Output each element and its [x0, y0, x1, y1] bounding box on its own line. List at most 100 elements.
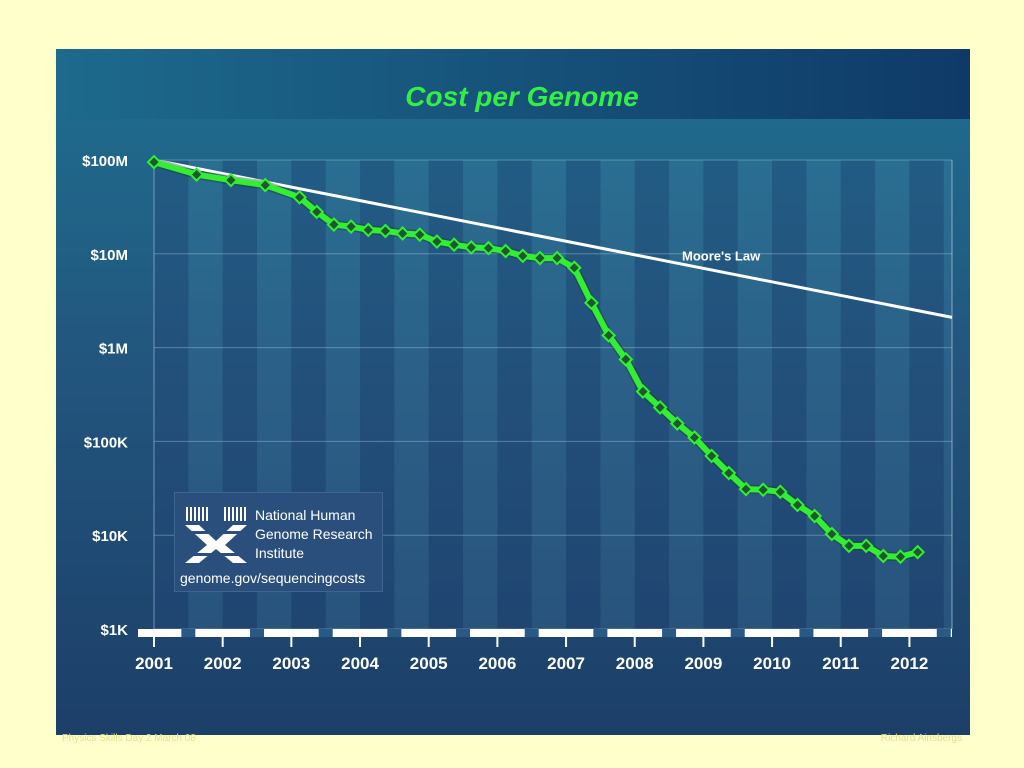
y-tick-label: $100K: [84, 434, 128, 451]
cost-data-point: [292, 189, 308, 205]
cost-data-point: [824, 526, 840, 542]
nhgri-org-line: Genome Research: [255, 526, 373, 542]
year-band-light: [875, 160, 910, 629]
x-axis-strip: [138, 629, 952, 637]
x-axis-gap: [318, 629, 333, 637]
cost-data-point: [910, 544, 926, 560]
cost-data-point: [738, 481, 754, 497]
cost-data-point: [309, 204, 325, 220]
x-axis-gap: [868, 629, 883, 637]
x-axis-gap: [250, 629, 265, 637]
x-axis-gap: [936, 629, 951, 637]
y-tick-label: $10M: [90, 247, 128, 264]
cost-data-point: [343, 219, 359, 235]
x-tick-label: 2003: [272, 654, 310, 673]
cost-data-point: [875, 548, 891, 564]
cost-data-point: [446, 237, 462, 253]
cost-data-point: [841, 538, 857, 554]
x-axis-gap: [799, 629, 814, 637]
x-tick-label: 2008: [616, 654, 654, 673]
year-band-dark: [703, 160, 738, 629]
cost-data-point: [481, 240, 496, 256]
cost-data-point: [772, 484, 788, 500]
cost-data-point: [412, 227, 428, 243]
title-band: [56, 49, 970, 119]
year-band-light: [737, 160, 773, 629]
cost-data-point: [360, 222, 376, 238]
cost-data-point: [326, 217, 342, 232]
nhgri-url: genome.gov/sequencingcosts: [180, 570, 366, 586]
nhgri-org-name: National Human Genome Research Institute: [255, 506, 380, 563]
cost-data-point: [429, 234, 445, 249]
slide-panel: $1K $10K $100K $1M $10M $100M 2001 2002 2003 2004…: [56, 49, 970, 735]
cost-data-point: [378, 223, 393, 239]
x-axis-gap: [387, 629, 402, 637]
cost-data-point: [652, 400, 668, 415]
x-tick-label: 2009: [684, 654, 722, 673]
cost-data-point: [618, 351, 634, 367]
cost-data-point: [395, 225, 411, 241]
nhgri-org-line: Institute: [255, 545, 305, 561]
nhgri-org-line: National Human: [255, 507, 356, 523]
cost-data-point: [189, 167, 204, 182]
cost-data-point: [532, 250, 548, 266]
x-axis-gap: [593, 629, 608, 637]
x-axis-gap: [456, 629, 471, 637]
cost-data-point: [223, 172, 239, 188]
cost-data-point: [755, 482, 771, 498]
year-band-dark: [497, 160, 532, 629]
x-tick-label: 2012: [891, 654, 929, 673]
cost-data-point: [601, 327, 617, 343]
cost-data-point: [584, 295, 599, 311]
moores-law-label: Moore's Law: [682, 248, 761, 263]
x-tick-label: 2005: [410, 654, 448, 673]
year-band-dark: [840, 160, 876, 629]
year-band-light: [806, 160, 841, 629]
x-tick-label: 2001: [135, 654, 173, 673]
x-tick-label: 2006: [478, 654, 516, 673]
x-tick-label: 2007: [547, 654, 585, 673]
x-axis-gap: [730, 629, 745, 637]
cost-data-point: [498, 243, 514, 259]
cost-data-point: [704, 448, 720, 464]
cost-data-point: [807, 508, 823, 524]
cost-data-point: [858, 538, 874, 554]
y-tick-label: $1K: [100, 622, 128, 639]
nhgri-logo-icon: [185, 507, 247, 563]
x-tick-label: 2010: [753, 654, 791, 673]
x-tick-label: 2002: [204, 654, 242, 673]
year-band-light: [943, 160, 952, 629]
year-band-light: [463, 160, 498, 629]
cost-data-point: [687, 430, 702, 445]
cost-data-point: [515, 248, 531, 264]
year-band-dark: [566, 160, 601, 629]
x-tick-label: 2004: [341, 654, 379, 673]
chart-title: Cost per Genome: [405, 81, 638, 112]
cost-data-point: [566, 260, 582, 276]
cost-data-point: [893, 549, 908, 565]
x-axis-gap: [181, 629, 196, 637]
year-band-light: [531, 160, 567, 629]
cost-data-point: [146, 154, 162, 170]
x-axis-gap: [524, 629, 539, 637]
cost-per-genome-chart: $1K $10K $100K $1M $10M $100M 2001 2002 2003 2004…: [56, 49, 970, 673]
year-band-dark: [428, 160, 464, 629]
cost-data-point: [257, 177, 273, 193]
cost-data-point: [463, 239, 479, 255]
cost-data-point: [549, 250, 565, 266]
cost-data-point: [721, 465, 737, 481]
year-band-dark: [909, 160, 944, 629]
year-band-dark: [772, 160, 807, 629]
cost-data-point: [635, 384, 651, 399]
footer-right-text: Richard Ainsbergs: [880, 733, 962, 744]
cost-data-point: [669, 416, 685, 431]
y-tick-label: $1M: [99, 341, 128, 358]
year-band-light: [669, 160, 704, 629]
nhgri-watermark: National Human Genome Research Institute…: [174, 492, 383, 592]
x-axis-gap: [662, 629, 677, 637]
y-tick-label: $10K: [92, 528, 128, 545]
year-band-light: [600, 160, 635, 629]
moores-law-line: [153, 158, 953, 319]
cost-data-point: [790, 497, 805, 513]
footer-left-text: Physics Skills Day 2 March 08: [62, 733, 196, 744]
